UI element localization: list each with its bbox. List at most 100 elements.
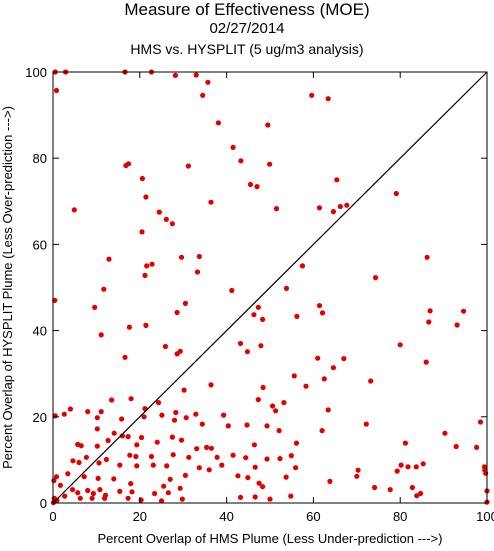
data-point xyxy=(337,203,343,210)
data-point xyxy=(142,272,148,278)
data-point xyxy=(264,423,270,429)
data-point xyxy=(219,462,225,468)
data-point xyxy=(402,440,408,446)
data-point xyxy=(169,434,175,440)
data-point xyxy=(363,421,369,427)
y-tick-label: 20 xyxy=(33,410,47,425)
data-point xyxy=(102,495,108,501)
data-point xyxy=(267,496,273,502)
data-point xyxy=(237,340,244,347)
reference-line-y-equals-x xyxy=(52,71,488,504)
data-point xyxy=(238,158,244,164)
data-point xyxy=(177,485,183,491)
data-point xyxy=(251,312,257,318)
x-tick-label: 80 xyxy=(393,509,407,524)
data-point xyxy=(319,310,326,316)
data-point xyxy=(174,309,180,316)
data-point xyxy=(125,161,132,167)
data-point xyxy=(252,494,258,500)
data-point xyxy=(148,453,155,460)
data-point xyxy=(270,403,276,409)
data-point xyxy=(76,459,82,466)
data-point xyxy=(283,474,289,480)
data-point xyxy=(75,490,81,496)
data-point xyxy=(427,308,433,314)
data-point xyxy=(111,430,117,436)
data-point xyxy=(164,463,170,469)
data-point xyxy=(134,442,140,448)
data-point xyxy=(185,163,191,169)
y-tick-label: 80 xyxy=(33,151,47,166)
data-point xyxy=(355,467,361,473)
data-point xyxy=(57,482,64,488)
x-axis-label: Percent Overlap of HMS Plume (Less Under… xyxy=(98,531,443,546)
data-point xyxy=(138,497,144,503)
data-point xyxy=(235,473,241,479)
data-point xyxy=(260,484,266,490)
data-point xyxy=(196,253,202,260)
data-point xyxy=(230,144,236,150)
data-point xyxy=(453,443,459,450)
data-point xyxy=(237,494,244,500)
data-point xyxy=(65,471,71,477)
data-point xyxy=(277,456,283,462)
data-point xyxy=(316,303,323,309)
data-point xyxy=(372,484,378,491)
data-point xyxy=(143,194,149,200)
data-point xyxy=(125,434,131,440)
data-point xyxy=(111,476,117,482)
data-point xyxy=(78,443,84,449)
data-point xyxy=(334,177,340,183)
data-point xyxy=(62,493,68,499)
data-point xyxy=(252,464,258,470)
data-point xyxy=(161,483,167,489)
data-point xyxy=(405,464,411,470)
data-point xyxy=(129,489,135,495)
y-tick-label: 40 xyxy=(33,324,47,339)
data-point xyxy=(330,365,336,371)
plot-frame xyxy=(52,71,488,504)
data-point xyxy=(256,480,262,486)
data-point xyxy=(98,332,104,338)
data-point xyxy=(397,342,403,348)
data-point xyxy=(83,454,89,460)
data-point xyxy=(117,462,123,468)
data-point xyxy=(154,439,160,445)
data-point xyxy=(89,495,95,501)
x-tick-label: 0 xyxy=(49,509,56,524)
data-point xyxy=(103,456,109,463)
data-point xyxy=(247,181,254,188)
data-point xyxy=(85,409,91,415)
data-point xyxy=(156,209,162,215)
data-point xyxy=(325,407,331,413)
y-tick-label: 0 xyxy=(40,496,47,511)
data-point xyxy=(133,453,139,460)
data-point xyxy=(158,498,165,504)
data-point xyxy=(182,472,188,478)
data-point xyxy=(163,216,169,222)
data-point xyxy=(98,409,104,415)
data-point xyxy=(394,468,400,474)
y-tick-label: 100 xyxy=(25,65,47,80)
data-point xyxy=(205,79,211,85)
data-point xyxy=(264,456,270,462)
data-point xyxy=(183,415,189,421)
data-point xyxy=(81,474,87,480)
data-point xyxy=(53,87,60,94)
data-point xyxy=(106,256,112,262)
data-point xyxy=(85,487,91,494)
data-point xyxy=(165,490,171,496)
data-point xyxy=(477,419,484,425)
data-point xyxy=(109,397,115,403)
data-point xyxy=(143,322,149,328)
data-point xyxy=(303,383,309,389)
data-point xyxy=(101,286,107,292)
data-point xyxy=(474,444,480,450)
data-point xyxy=(273,408,279,414)
data-point xyxy=(144,263,150,269)
data-point xyxy=(173,409,179,416)
data-point xyxy=(291,373,297,379)
data-point xyxy=(126,324,132,330)
data-point xyxy=(225,423,231,429)
